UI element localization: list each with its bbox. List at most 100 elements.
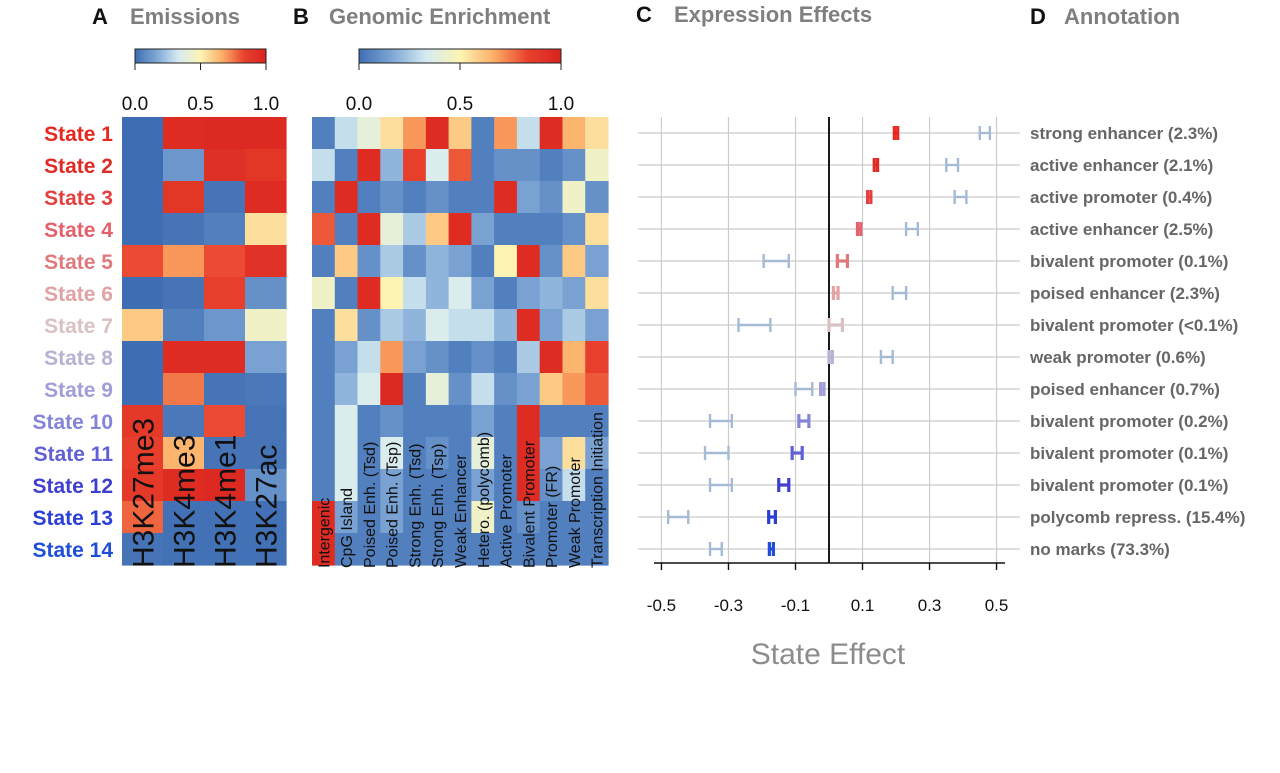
heatmap-cell	[539, 469, 564, 502]
heatmap-cell	[448, 501, 472, 534]
baseline-interval	[794, 382, 814, 396]
heatmap-cell	[448, 117, 472, 150]
heatmap-cell	[585, 245, 609, 278]
heatmap-cell	[204, 533, 246, 566]
heatmap-cell	[357, 213, 381, 246]
baseline-interval	[904, 222, 919, 236]
heatmap-cell	[334, 437, 359, 470]
column-label: Transcription Initiation	[590, 412, 607, 568]
heatmap-cell	[312, 213, 336, 246]
heatmap-cell	[204, 181, 246, 214]
annotation-label: poised enhancer (2.3%)	[1030, 284, 1220, 303]
heatmap-cell	[204, 117, 246, 150]
state-label: State 6	[44, 283, 113, 306]
state-labels: State 1 State 2 State 3 State 4 State 5 State…	[32, 123, 113, 562]
heatmap-cell	[585, 309, 609, 342]
heatmap-cell	[539, 149, 564, 182]
heatmap-cell	[380, 213, 404, 246]
column-label: Poised Enh. (Tsd)	[362, 442, 379, 568]
heatmap-cell	[334, 533, 359, 566]
panel-c-title: Expression Effects	[674, 2, 872, 27]
column-label: Active Promoter	[499, 454, 516, 568]
baseline-interval	[879, 350, 894, 364]
heatmap-cell	[122, 373, 164, 406]
heatmap-cell	[122, 437, 164, 470]
heatmap-cell	[163, 469, 205, 502]
heatmap-cell	[357, 373, 381, 406]
column-label: H3K27ac	[251, 445, 284, 568]
heatmap-cell	[204, 309, 246, 342]
heatmap-cell	[516, 341, 541, 374]
heatmap-cell	[539, 245, 564, 278]
heatmap-cell	[516, 277, 541, 310]
state-effect-interval	[831, 286, 840, 300]
baseline-interval	[708, 414, 734, 428]
heatmap-cell	[357, 277, 381, 310]
baseline-interval	[703, 446, 730, 460]
emissions-column-labels: H3K27me3 H3K4me3 H3K4me1 H3K27ac	[128, 418, 284, 568]
heatmap-cell	[494, 341, 518, 374]
heatmap-cell	[425, 181, 450, 214]
state-label: State 14	[32, 539, 113, 562]
heatmap-cell	[516, 533, 541, 566]
heatmap-cell	[204, 245, 246, 278]
heatmap-cell	[380, 437, 404, 470]
heatmap-cell	[122, 149, 164, 182]
state-label: State 5	[44, 251, 113, 274]
heatmap-cell	[562, 277, 586, 310]
heatmap-cell	[312, 309, 336, 342]
heatmap-cell	[357, 469, 381, 502]
heatmap-cell	[163, 373, 205, 406]
heatmap-cell	[357, 245, 381, 278]
heatmap-cell	[425, 469, 450, 502]
column-label: CpG Island	[339, 488, 356, 568]
heatmap-cell	[494, 533, 518, 566]
heatmap-cell	[204, 213, 246, 246]
heatmap-cell	[471, 277, 495, 310]
heatmap-cell	[312, 277, 336, 310]
heatmap-cell	[312, 181, 336, 214]
heatmap-cell	[357, 309, 381, 342]
heatmap-cell	[312, 533, 336, 566]
heatmap-cell	[585, 373, 609, 406]
heatmap-cell	[585, 149, 609, 182]
heatmap-cell	[357, 405, 381, 438]
heatmap-cell	[516, 309, 541, 342]
heatmap-cell	[425, 277, 450, 310]
heatmap-cell	[380, 341, 404, 374]
heatmap-cell	[122, 405, 164, 438]
heatmap-cell	[245, 277, 287, 310]
heatmap-cell	[403, 117, 427, 150]
heatmap-cell	[334, 117, 359, 150]
heatmap-cell	[312, 469, 336, 502]
state-label: State 11	[34, 443, 114, 466]
heatmap-cell	[494, 149, 518, 182]
column-label: Intergenic	[316, 498, 333, 568]
heatmap-cell	[334, 245, 359, 278]
annotation-label: weak promoter (0.6%)	[1029, 348, 1206, 367]
heatmap-cell	[334, 213, 359, 246]
colorbar-b-tick-label: 0.5	[447, 94, 473, 115]
heatmap-cell	[163, 437, 205, 470]
state-label: State 2	[44, 155, 113, 178]
state-effect-interval	[865, 190, 873, 204]
heatmap-cell	[403, 213, 427, 246]
heatmap-cell	[403, 405, 427, 438]
heatmap-cell	[585, 437, 609, 470]
heatmap-cell	[471, 245, 495, 278]
heatmap-cell	[122, 341, 164, 374]
heatmap-cell	[204, 277, 246, 310]
heatmap-cell	[312, 245, 336, 278]
heatmap-cell	[448, 437, 472, 470]
heatmap-cell	[448, 341, 472, 374]
heatmap-cell	[312, 117, 336, 150]
heatmap-cell	[448, 213, 472, 246]
heatmap-cell	[334, 341, 359, 374]
state-effect-interval	[827, 318, 845, 332]
heatmap-cell	[245, 533, 287, 566]
heatmap-cell	[357, 341, 381, 374]
heatmap-cell	[425, 533, 450, 566]
heatmap-cell	[403, 149, 427, 182]
heatmap-cell	[539, 309, 564, 342]
state-label: State 7	[44, 315, 113, 338]
